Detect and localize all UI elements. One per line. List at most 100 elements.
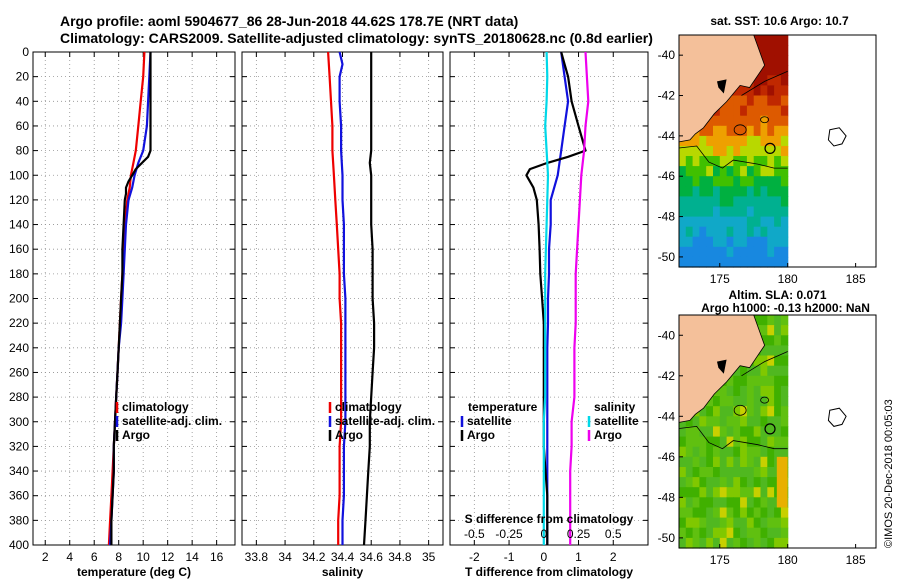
map-data-cell <box>740 456 748 468</box>
map-data-cell <box>774 95 782 107</box>
map-data-cell <box>733 385 741 397</box>
map-data-cell <box>719 125 728 137</box>
map-data-cell <box>746 206 755 218</box>
y-tick-label: 400 <box>9 538 29 552</box>
map-data-cell <box>774 365 782 377</box>
map-data-cell <box>740 477 748 488</box>
legend-label: satellite-adj. clim. <box>335 414 435 428</box>
x-tick-label: 6 <box>91 550 98 564</box>
map-data-cell <box>733 436 741 448</box>
x-tick-label: 34.2 <box>302 550 326 564</box>
map-data-cell <box>740 365 748 377</box>
map-data-cell <box>733 196 741 208</box>
map-data-cell <box>780 446 789 458</box>
map-data-cell <box>767 75 775 86</box>
map-data-cell <box>706 236 714 248</box>
map-data-cell <box>719 426 728 438</box>
map-data-cell <box>685 416 694 427</box>
map-data-cell <box>774 85 782 97</box>
x-tick-label: 14 <box>185 550 199 564</box>
bathymetry-contour <box>678 145 788 169</box>
map-data-cell <box>780 517 789 529</box>
map-data-cell <box>679 426 687 438</box>
map-data-cell <box>780 105 789 117</box>
map-data-cell <box>760 166 768 177</box>
legend-label: Argo <box>467 428 495 442</box>
map-data-cell <box>706 156 714 167</box>
map-data-cell <box>719 246 728 258</box>
map-data-cell <box>767 396 775 407</box>
x-tick-label: 175 <box>710 272 730 286</box>
map-data-cell <box>733 135 741 147</box>
y-tick-label: -50 <box>658 531 676 545</box>
map-data-cell <box>733 236 741 248</box>
map-data-cell <box>692 176 700 187</box>
map-data-cell <box>760 345 768 357</box>
map-data-cell <box>719 385 728 397</box>
map-data-cell <box>774 196 782 208</box>
map-data-cell <box>746 236 755 248</box>
top-tick-label: 0.25 <box>567 527 591 541</box>
map-data-cell <box>679 467 687 478</box>
map-data-cell <box>706 416 714 427</box>
map-data-cell <box>699 436 707 448</box>
map-data-cell <box>719 105 728 117</box>
map-data-cell <box>753 375 762 387</box>
map-data-cell <box>740 236 748 248</box>
x-tick-label: 180 <box>778 553 798 567</box>
y-tick-label: 0 <box>22 45 29 59</box>
map-data-cell <box>753 135 762 147</box>
map-data-cell <box>780 365 789 377</box>
map-data-cell <box>726 156 734 167</box>
map-data-cell <box>699 456 707 468</box>
map-data-cell <box>780 45 789 56</box>
map-data-cell <box>753 527 762 539</box>
map-data-cell <box>726 206 734 218</box>
map-data-cell <box>753 196 762 208</box>
map-data-cell <box>719 477 728 488</box>
map-data-cell <box>733 497 741 508</box>
map-data-cell <box>767 115 775 127</box>
map-data-cell <box>692 135 700 147</box>
map-data-cell <box>760 196 768 208</box>
credit-text: ©IMOS 20-Dec-2018 00:05:03 <box>883 399 895 548</box>
map-data-cell <box>776 456 788 508</box>
map-data-cell <box>692 186 700 197</box>
map-data-cell <box>746 156 755 167</box>
map-title: Altim. SLA: 0.071 <box>728 288 826 302</box>
map-data-cell <box>753 467 762 478</box>
map-data-cell <box>767 236 775 248</box>
map-data-cell <box>726 456 734 468</box>
y-tick-label: 220 <box>9 316 29 330</box>
map-data-cell <box>774 156 782 167</box>
map-data-cell <box>740 246 748 258</box>
map-data-cell <box>713 176 721 187</box>
map-data-cell <box>774 75 782 86</box>
map-data-cell <box>679 166 687 177</box>
map-data-cell <box>740 95 748 107</box>
map-data-cell <box>760 355 768 367</box>
map-data-cell <box>685 196 694 208</box>
map-data-cell <box>753 517 762 529</box>
map-data-cell <box>685 206 694 218</box>
x-tick-label: 180 <box>778 272 798 286</box>
map-data-cell <box>699 507 707 519</box>
map-data-cell <box>692 146 700 157</box>
map-data-cell <box>774 236 782 248</box>
map-data-cell <box>679 507 687 519</box>
map-data-cell <box>767 365 775 377</box>
map-data-cell <box>780 375 789 387</box>
x-axis-label: temperature (deg C) <box>77 565 191 579</box>
map-data-cell <box>733 477 741 488</box>
map-data-cell <box>699 166 707 177</box>
map-data-cell <box>726 135 734 147</box>
map-data-cell <box>706 426 714 438</box>
map-data-cell <box>753 537 762 549</box>
map-data-cell <box>685 537 694 549</box>
map-sst_map: -40 -42 -44 -46 -48 -50 175 180 185 sat. SST: 10.… <box>658 14 877 286</box>
map-data-cell <box>740 85 748 97</box>
map-data-cell <box>774 335 782 346</box>
map-data-cell <box>767 186 775 197</box>
map-data-cell <box>767 456 775 468</box>
series-line-argo <box>362 52 376 546</box>
